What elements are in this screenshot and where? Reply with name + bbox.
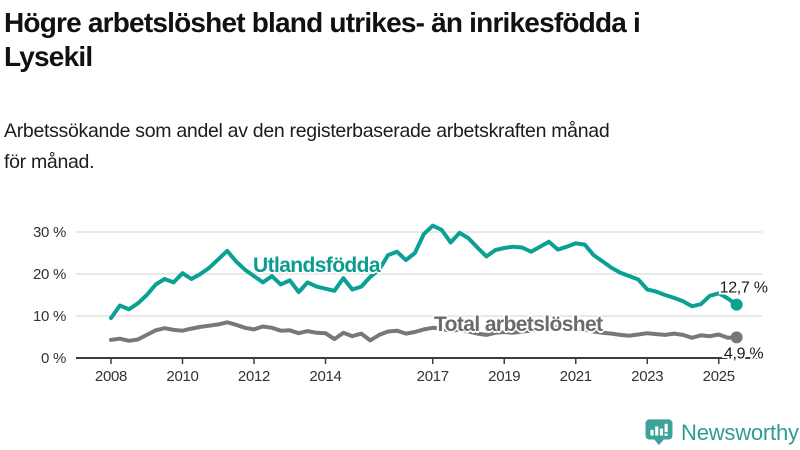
y-axis-tick-label: 20 % bbox=[33, 266, 66, 283]
page-title-line-1: Högre arbetslöshet bland utrikes- än inr… bbox=[4, 7, 641, 38]
x-axis-tick-label: 2008 bbox=[95, 368, 127, 385]
x-axis-tick-label: 2014 bbox=[309, 368, 341, 385]
page-title-line-2: Lysekil bbox=[4, 41, 93, 73]
page-title: Högre arbetslöshet bland utrikes- än inr… bbox=[4, 6, 764, 74]
y-axis-tick-label: 10 % bbox=[33, 308, 66, 325]
page-subtitle-line-1: Arbetssökande som andel av den registerb… bbox=[4, 120, 610, 142]
x-axis-tick-label: 2021 bbox=[560, 368, 592, 385]
x-axis-tick-label: 2010 bbox=[166, 368, 198, 385]
series-line-total-arbetsloshet bbox=[109, 320, 739, 343]
series-label-utlandsfodda: Utlandsfödda bbox=[253, 254, 381, 277]
x-axis-tick-label: 2012 bbox=[238, 368, 270, 385]
series-end-value-utlandsfodda: 12,7 % bbox=[720, 280, 768, 297]
series-line-utlandsfodda bbox=[109, 223, 739, 321]
series-end-dot-total-arbetsloshet bbox=[730, 331, 743, 344]
x-axis-tick-label: 2023 bbox=[631, 368, 663, 385]
newsworthy-logo-icon bbox=[645, 419, 673, 446]
series-end-value-total-arbetsloshet: 4,9 % bbox=[724, 345, 763, 362]
x-axis-tick-label: 2025 bbox=[703, 368, 735, 385]
x-axis-tick-label: 2019 bbox=[488, 368, 520, 385]
newsworthy-logo-text: Newsworthy bbox=[681, 419, 799, 445]
series-label-total-arbetsloshet: Total arbetslöshet bbox=[434, 313, 603, 336]
page-subtitle-line-2: för månad. bbox=[4, 150, 95, 173]
series-end-dot-utlandsfodda bbox=[730, 298, 743, 311]
page-subtitle: Arbetssökande som andel av den registerb… bbox=[4, 116, 784, 178]
y-axis-tick-label: 0 % bbox=[41, 350, 66, 367]
y-axis-tick-label: 30 % bbox=[33, 224, 66, 241]
newsworthy-logo: Newsworthy bbox=[645, 419, 799, 446]
x-axis-tick-label: 2017 bbox=[417, 368, 449, 385]
